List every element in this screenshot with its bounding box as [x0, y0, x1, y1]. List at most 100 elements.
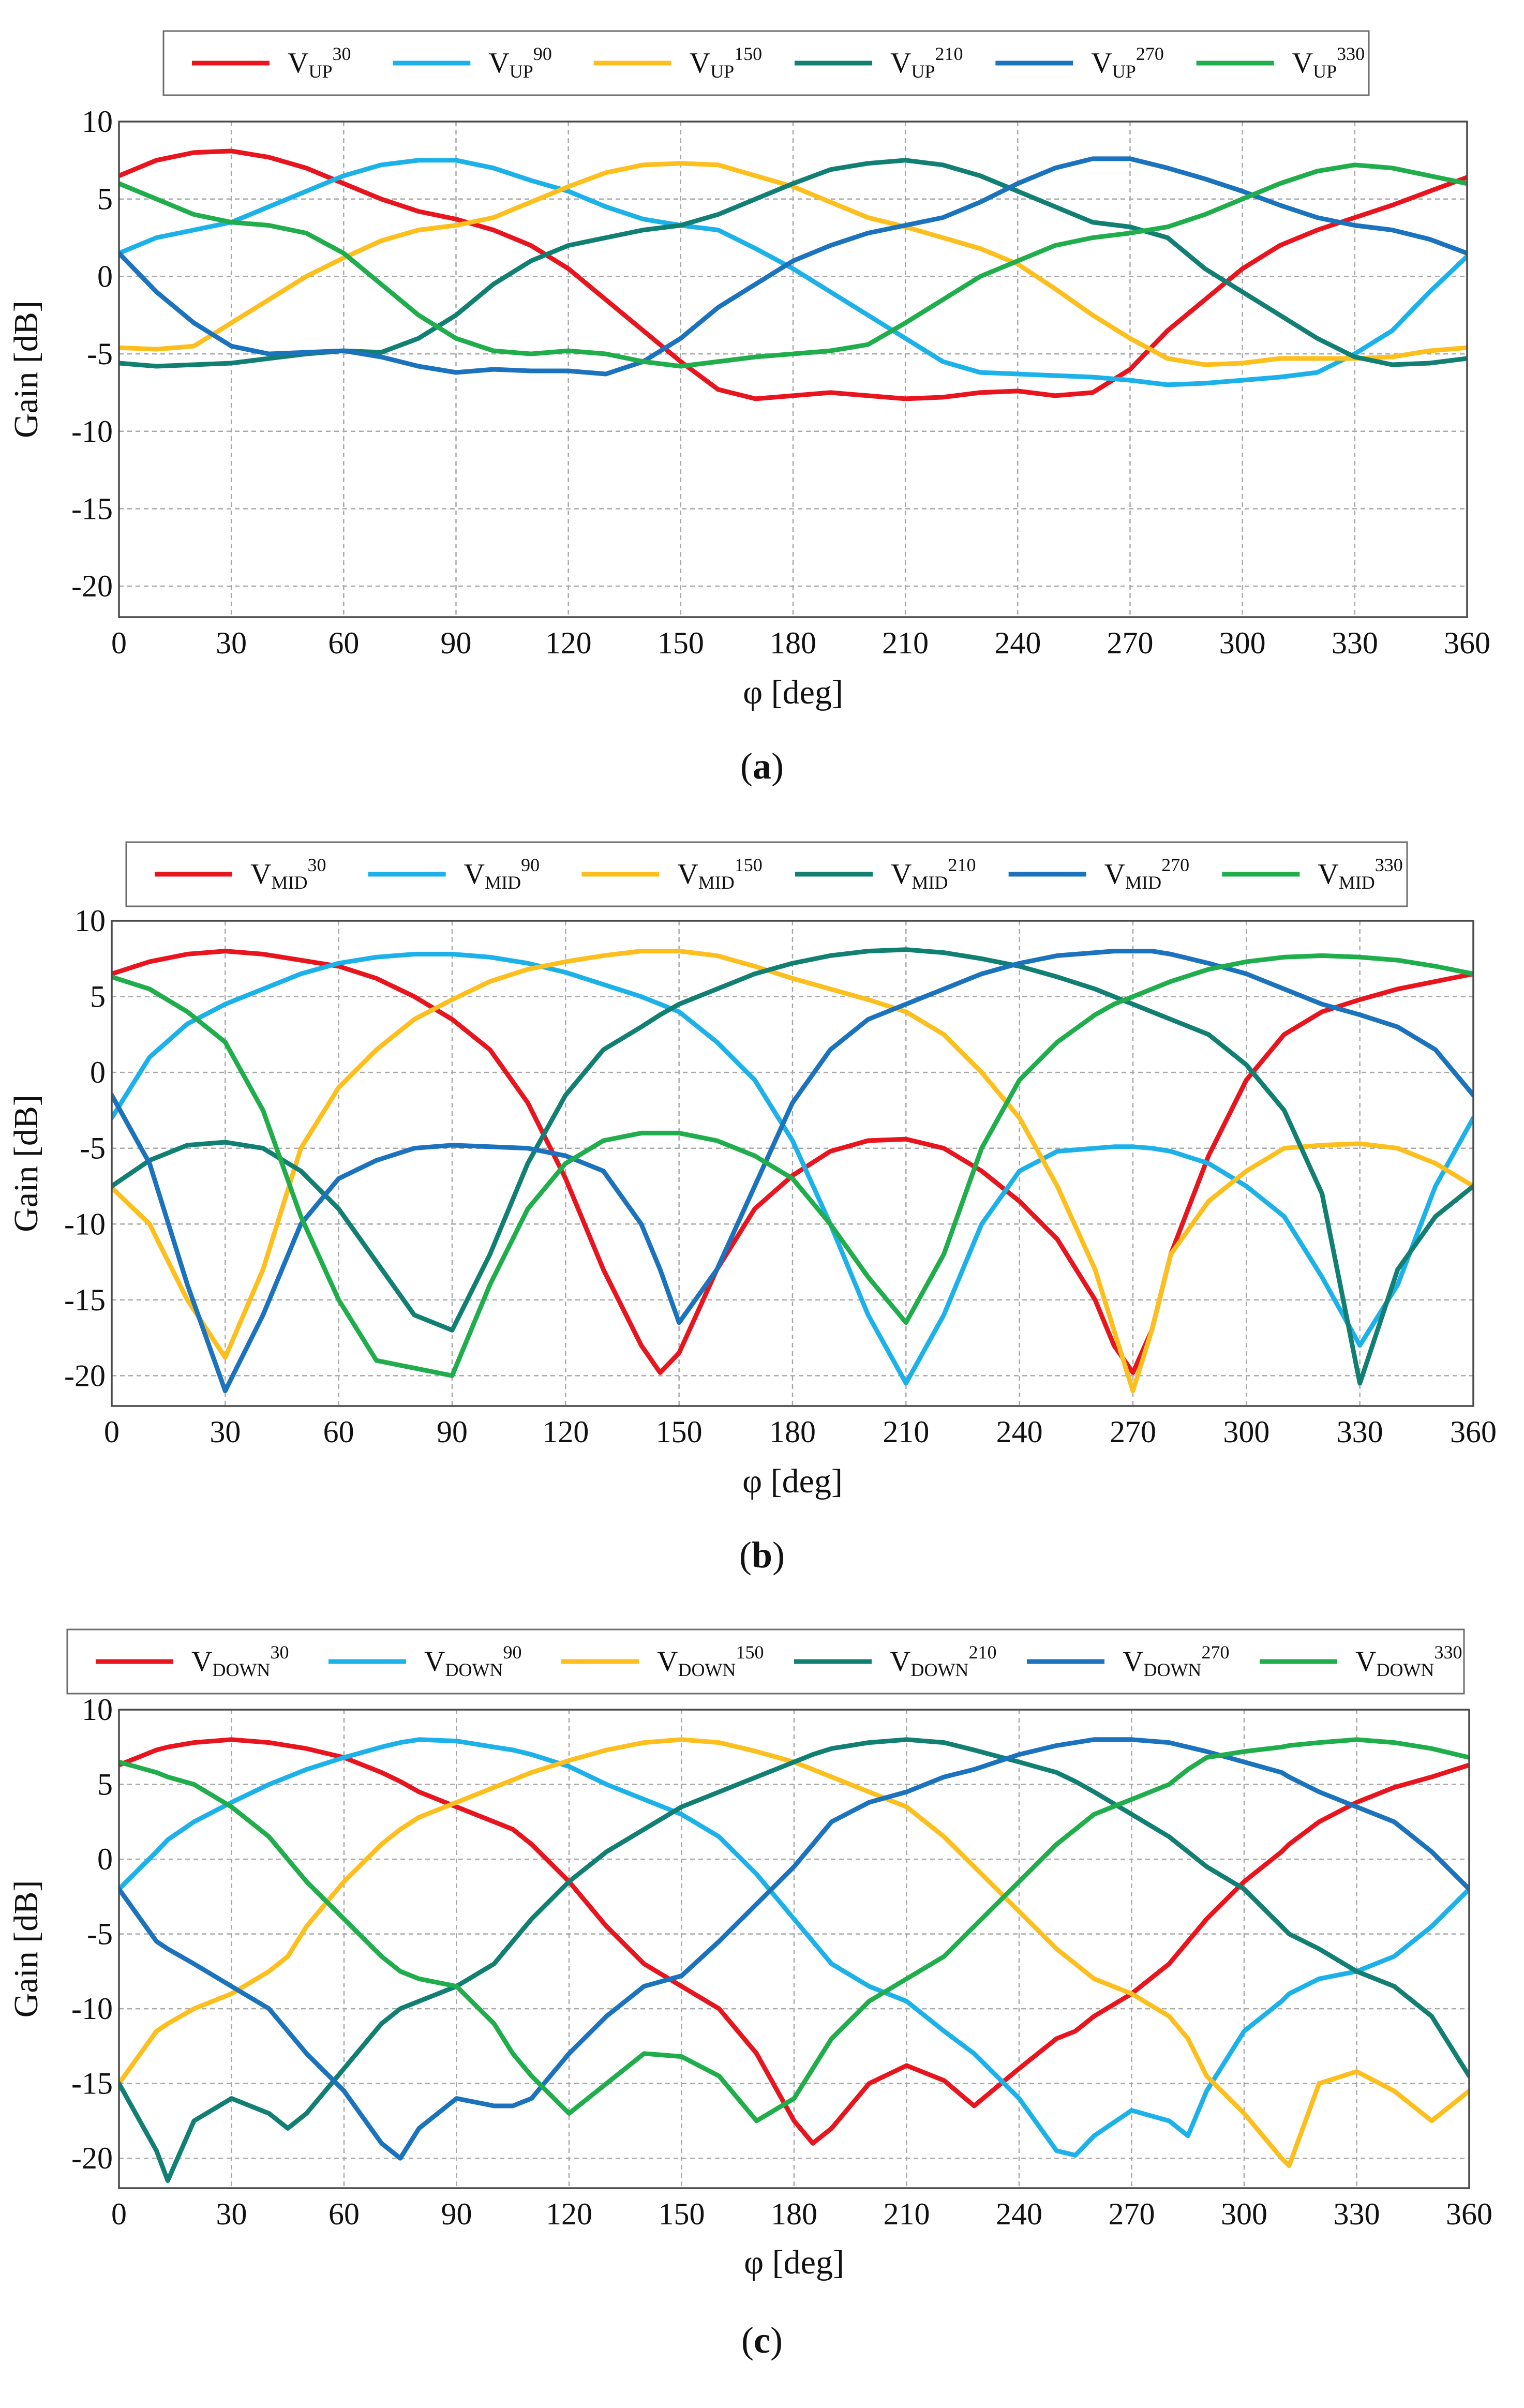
y-tick-label: 5 [90, 980, 106, 1014]
x-tick-label: 210 [884, 2197, 930, 2231]
y-tick-label: 5 [97, 1768, 113, 1802]
x-tick-label: 180 [771, 2197, 817, 2231]
subfigure-caption: (b) [739, 1534, 785, 1576]
legend-label: VDOWN210 [890, 1642, 996, 1680]
series-line-VMID270 [112, 949, 1473, 1394]
y-tick-label: 0 [97, 259, 113, 293]
x-tick-label: 300 [1219, 626, 1266, 660]
series-line-VMID330 [112, 953, 1473, 1378]
x-tick-label: 300 [1223, 1415, 1269, 1449]
chart-a: 0 30 60 90 120 150 180 210 240 270 300 330 360 10 5 0 -5… [7, 30, 1490, 787]
x-axis-label: φ [deg] [742, 1462, 843, 1500]
x-tick-label: 270 [1109, 2197, 1155, 2231]
legend-label: VDOWN150 [657, 1642, 764, 1680]
x-tick-label: 210 [883, 1415, 929, 1449]
y-tick-label: 0 [97, 1842, 113, 1876]
legend-label: VMID150 [677, 855, 762, 893]
x-tick-label: 360 [1446, 2197, 1492, 2231]
legend-label: VDOWN330 [1355, 1642, 1462, 1680]
y-tick-label: -15 [71, 491, 113, 526]
y-tick-label: 10 [82, 104, 113, 139]
x-tick-label: 330 [1332, 626, 1378, 660]
x-tick-label: 90 [441, 2197, 472, 2231]
series-line-VUP270 [119, 156, 1467, 377]
series-line-VDOWN270 [119, 1737, 1469, 2161]
x-tick-label: 150 [659, 2197, 705, 2231]
legend-label: VDOWN90 [424, 1642, 521, 1680]
series-line-VDOWN30 [119, 1737, 1469, 2146]
x-tick-label: 270 [1107, 626, 1154, 660]
y-tick-label: 10 [82, 1693, 113, 1727]
x-tick-label: 300 [1221, 2197, 1267, 2231]
x-tick-label: 120 [542, 1415, 589, 1449]
x-tick-label: 330 [1334, 2197, 1380, 2231]
x-tick-label: 150 [658, 626, 704, 660]
chart-b: 0 30 60 90 120 150 180 210 240 270 300 330 360 10 5 0 -5… [7, 841, 1497, 1576]
y-tick-label: -5 [87, 337, 113, 371]
series-group [112, 947, 1473, 1394]
series-group [119, 1737, 1469, 2183]
series-line-VMID30 [112, 949, 1473, 1375]
x-tick-label: 60 [328, 626, 359, 660]
legend-box [125, 841, 1408, 907]
series-line-VDOWN90 [119, 1737, 1469, 2158]
legend-label: VUP90 [488, 43, 551, 82]
x-tick-label: 360 [1450, 1415, 1497, 1449]
x-tick-label: 60 [323, 1415, 354, 1449]
x-tick-label: 150 [656, 1415, 703, 1449]
x-tick-label: 60 [328, 2197, 360, 2231]
legend-label: VMID330 [1318, 855, 1402, 893]
legend-label: VMID270 [1104, 855, 1189, 893]
legend: VMID30 VMID90 VMID150 VMID210 VMID270 VMID330 [125, 841, 1408, 907]
legend-label: VUP330 [1292, 43, 1365, 82]
x-tick-label: 180 [770, 626, 816, 660]
legend-label: VUP150 [690, 43, 762, 82]
y-tick-label: -20 [71, 569, 113, 603]
x-tick-label: 360 [1444, 626, 1490, 660]
y-axis-label: Gain [dB] [7, 1880, 45, 2018]
series-line-VMID210 [112, 947, 1473, 1386]
y-tick-label: 10 [74, 904, 106, 938]
legend-label: VDOWN270 [1123, 1642, 1229, 1680]
x-tick-label: 180 [769, 1415, 816, 1449]
series-line-VDOWN210 [119, 1737, 1469, 2183]
y-tick-label: -10 [64, 1207, 106, 1241]
legend-label: VUP30 [288, 43, 351, 82]
legend-label: VMID210 [891, 855, 976, 893]
legend: VDOWN30 VDOWN90 VDOWN150 VDOWN210 VDOWN270 VD… [66, 1628, 1465, 1695]
x-tick-label: 90 [441, 626, 472, 660]
series-group [119, 148, 1467, 401]
legend-box [162, 30, 1370, 96]
x-tick-label: 30 [216, 626, 247, 660]
y-tick-label: -15 [64, 1283, 106, 1317]
y-tick-label: -20 [71, 2141, 113, 2175]
x-tick-label: 0 [111, 2197, 127, 2231]
legend-label: VMID90 [464, 855, 540, 893]
x-tick-label: 120 [546, 2197, 592, 2231]
x-axis-label: φ [deg] [743, 674, 843, 711]
chart-c: 0 30 60 90 120 150 180 210 240 270 300 330 360 10 5 0 -5… [7, 1628, 1492, 2361]
legend-label: VDOWN30 [191, 1642, 289, 1680]
series-line-VMID150 [112, 949, 1473, 1394]
y-tick-label: -5 [87, 1917, 113, 1951]
plot-area [119, 122, 1467, 617]
plot-frame [111, 920, 1474, 1407]
legend: VUP30 VUP90 VUP150 VUP210 VUP270 VUP330 [162, 30, 1370, 96]
charts-root: 0 30 60 90 120 150 180 210 240 270 300 330 3601050-5… [7, 30, 1497, 2361]
subfigure-caption: (c) [741, 2320, 783, 2361]
series-line-VUP330 [119, 162, 1467, 369]
y-tick-label: -15 [71, 2067, 113, 2101]
subfigure-caption: (a) [740, 745, 784, 787]
x-tick-label: 30 [210, 1415, 241, 1449]
series-line-VDOWN330 [119, 1737, 1469, 2123]
y-tick-label: 0 [90, 1055, 106, 1089]
plot-frame [118, 121, 1468, 618]
y-axis-label: Gain [dB] [7, 1095, 45, 1232]
y-tick-label: -20 [64, 1358, 106, 1393]
legend-box [66, 1628, 1465, 1695]
x-axis-label: φ [deg] [744, 2244, 844, 2281]
y-tick-label: -5 [80, 1131, 106, 1165]
series-line-VUP90 [119, 158, 1467, 387]
y-tick-label: -10 [71, 1992, 113, 2026]
